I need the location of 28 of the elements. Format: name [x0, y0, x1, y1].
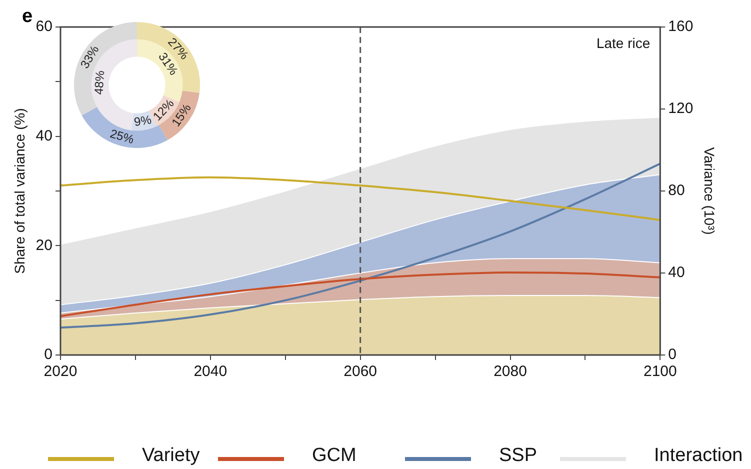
y-axis-title: Share of total variance (%): [11, 108, 28, 274]
y2-tick-label: 160: [668, 18, 694, 36]
line-series: [60, 271, 660, 318]
data-label: 48%: [92, 70, 108, 96]
chart-title: e: [22, 6, 33, 28]
x-tick-label: 2060: [344, 363, 378, 380]
line-series: [60, 162, 660, 329]
y2-tick-label: 0: [668, 346, 677, 364]
x-tick-label: 2020: [44, 363, 78, 380]
line-series: [60, 176, 660, 221]
annotation: Late rice: [596, 34, 650, 51]
y2-axis-title: Variance (10³): [702, 147, 718, 235]
y-tick-label: 60: [36, 18, 52, 36]
data-label: 25%: [108, 126, 136, 147]
x-tick-label: 2100: [643, 363, 677, 380]
x-tick-label: 2040: [194, 363, 228, 380]
legend-label: SSP: [499, 445, 538, 467]
y-tick-label: 40: [36, 127, 52, 144]
data-label: 9%: [133, 112, 153, 130]
legend-label: Interaction: [654, 445, 743, 467]
y-tick-label: 0: [44, 346, 52, 364]
y2-tick-label: 120: [668, 100, 694, 118]
y2-tick-label: 40: [668, 264, 685, 282]
x-tick-label: 2080: [494, 363, 527, 380]
legend-label: Variety: [142, 445, 200, 467]
y-tick-label: 20: [36, 236, 52, 254]
legend-label: GCM: [312, 445, 356, 467]
y2-tick-label: 80: [668, 182, 685, 200]
